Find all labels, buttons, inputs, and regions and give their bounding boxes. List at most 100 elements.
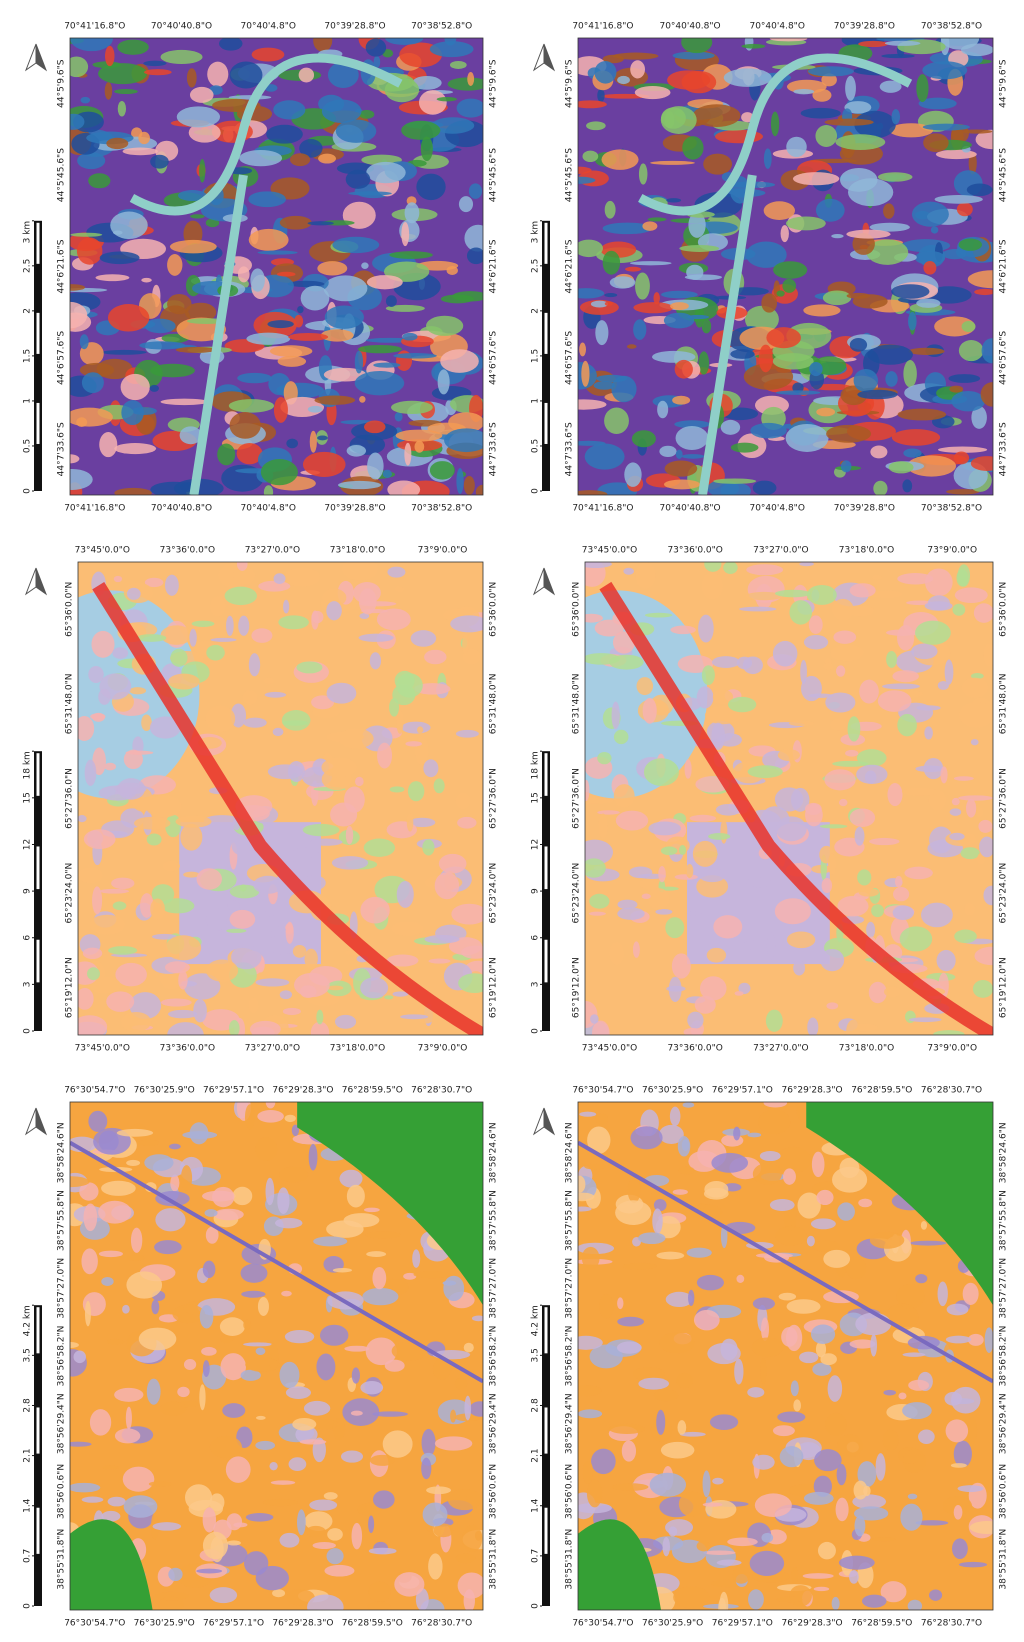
land-patch [882,1429,899,1451]
land-patch [150,154,169,169]
land-patch [786,1324,803,1352]
land-patch [820,948,845,972]
land-patch [698,867,726,883]
top-coord-label: 76°30'54.7"O [64,1086,125,1096]
land-patch [334,1014,357,1029]
land-patch [897,1447,921,1464]
land-patch [139,341,186,350]
left-coord-label: 38°56'58.2"N [57,1326,67,1387]
land-patch [687,910,702,916]
land-patch [330,802,358,827]
land-patch [114,443,157,455]
land-patch [267,320,294,329]
land-patch [668,1526,678,1537]
land-patch [984,1327,993,1353]
land-patch [466,247,483,265]
land-patch [449,60,467,69]
land-patch [918,1429,935,1444]
land-patch [326,1220,364,1238]
land-patch [177,1386,190,1398]
land-patch [585,562,606,587]
land-patch [815,1341,827,1358]
land-patch [457,816,477,829]
land-patch [578,490,608,495]
land-patch [302,451,346,477]
land-patch [748,1589,764,1610]
land-patch [70,232,103,237]
land-patch [675,1372,694,1389]
scale-label: 1.4 [23,1498,33,1513]
land-patch [686,1247,712,1258]
right-coord-label: 38°56'58.2"N [489,1326,499,1387]
land-patch [101,349,147,355]
land-patch [712,689,734,705]
land-patch [269,345,313,357]
land-patch [253,875,283,894]
top-coord-label: 76°29'57.1"O [203,1086,264,1096]
land-patch [138,1327,177,1351]
top-coord-label: 73°27'0.0"O [245,546,300,556]
land-patch [206,959,239,982]
land-patch [949,385,964,393]
land-patch [824,769,856,791]
land-patch [321,99,362,123]
land-patch [812,1240,841,1252]
north-arrow [532,567,545,596]
land-patch [578,1502,612,1514]
land-patch [464,224,483,252]
land-patch [742,656,763,675]
land-patch [148,1481,173,1487]
land-patch [262,1498,299,1507]
land-patch [974,946,993,966]
land-patch [760,1357,767,1385]
land-patch [269,1461,278,1471]
land-patch [323,367,367,382]
land-patch [273,573,286,584]
land-patch [152,933,177,940]
bottom-coord-label: 70°40'40.8"O [151,504,212,514]
land-patch [438,853,467,874]
land-patch [899,926,933,952]
land-patch [428,958,451,964]
land-patch [621,1440,637,1462]
land-patch [647,217,667,222]
land-patch [733,1126,741,1141]
land-patch [978,819,993,833]
land-patch [101,1180,136,1196]
land-patch [169,1143,181,1150]
land-patch [688,1289,695,1307]
land-patch [692,840,718,867]
land-patch [354,350,364,374]
land-patch [314,395,356,405]
land-patch [904,866,933,880]
land-patch [783,1168,796,1185]
land-patch [346,1184,365,1208]
scale-label: 3 km [23,221,33,244]
land-patch [893,887,910,902]
land-patch [98,1200,132,1224]
land-patch [853,1480,868,1500]
land-patch [670,302,689,311]
land-patch [369,1454,395,1466]
land-patch [609,654,644,670]
land-patch [962,1282,979,1306]
land-patch [172,1304,206,1324]
scale-label: 2.5 [531,259,541,273]
scale-label: 1.5 [531,349,541,363]
land-patch [241,1290,266,1298]
land-patch [827,1375,843,1402]
land-patch [265,1177,275,1206]
land-patch [858,888,879,897]
land-patch [831,234,844,239]
land-patch [807,1017,819,1035]
land-patch [960,43,993,57]
land-patch [151,1299,160,1315]
land-patch [881,53,915,59]
land-patch [367,1601,391,1610]
land-patch [346,445,367,457]
land-patch [802,1573,834,1579]
land-patch [373,55,381,69]
land-patch [209,1435,242,1459]
land-patch [611,701,620,730]
land-patch [91,630,115,658]
